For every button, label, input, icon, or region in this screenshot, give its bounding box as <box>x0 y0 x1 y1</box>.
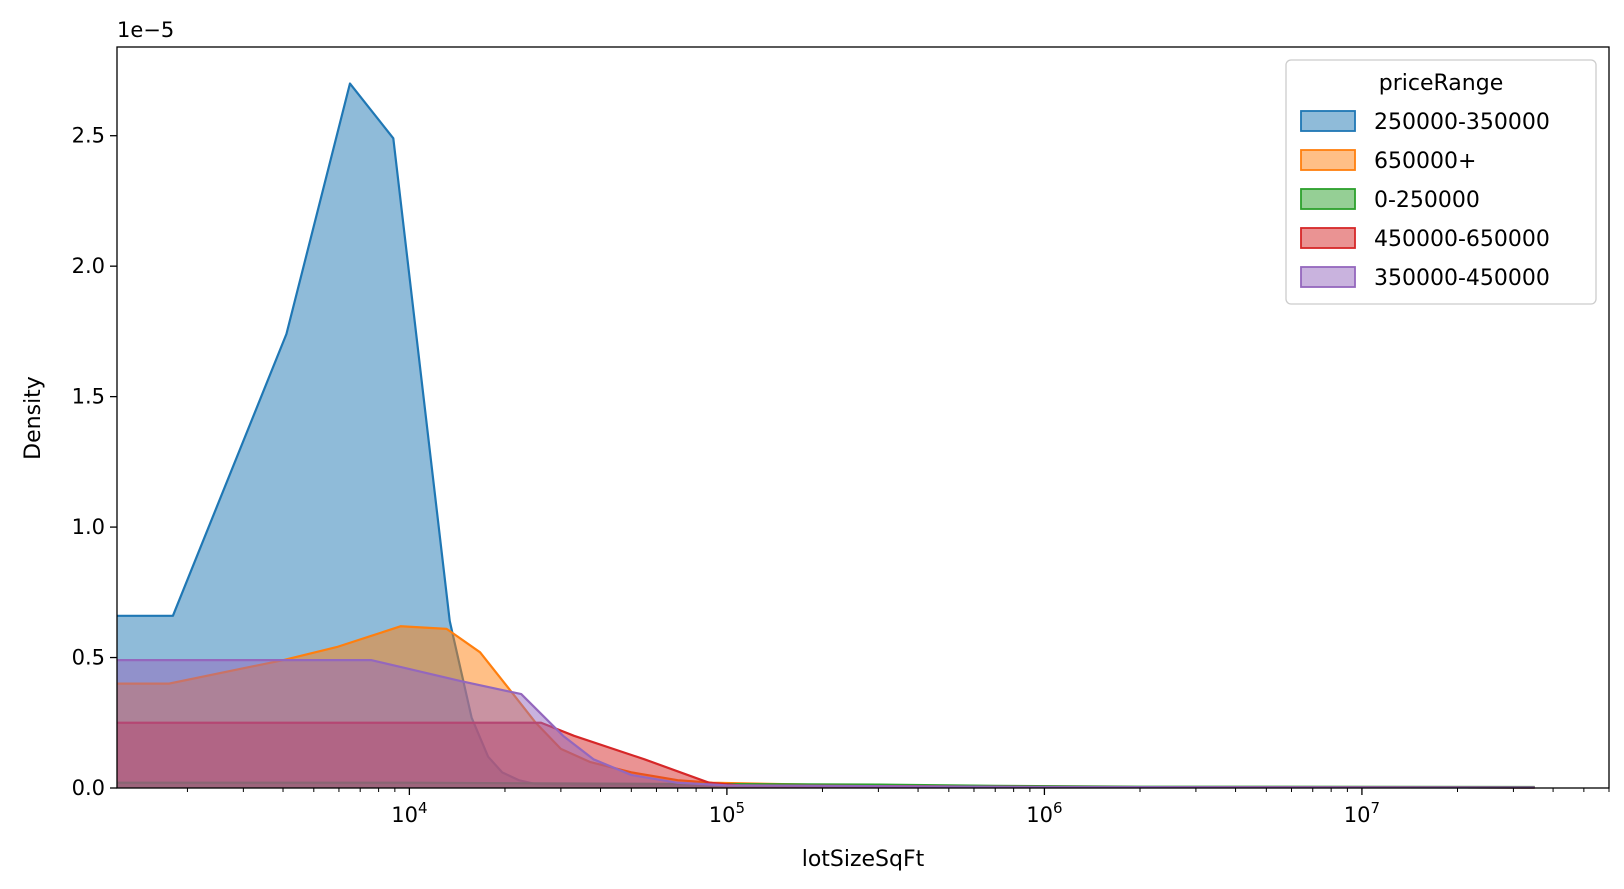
y-tick-label: 1.0 <box>72 515 105 539</box>
x-tick-label: 107 <box>1344 799 1380 827</box>
legend-item-650000+: 650000+ <box>1300 149 1476 174</box>
legend-label: 250000-350000 <box>1374 110 1550 135</box>
legend-frame <box>1285 59 1597 305</box>
x-tick-label: 104 <box>391 799 427 827</box>
x-tick-label: 105 <box>709 799 745 827</box>
legend-label: 650000+ <box>1374 149 1476 174</box>
legend-swatch <box>1300 188 1356 210</box>
legend-title: priceRange <box>1379 71 1503 96</box>
series-350000-450000 <box>117 659 1535 789</box>
legend-swatch <box>1300 110 1356 132</box>
plot-frame <box>116 46 1610 789</box>
legend-label: 450000-650000 <box>1374 227 1550 252</box>
series-areas <box>117 82 1535 789</box>
y-tick-label: 0.5 <box>72 646 105 670</box>
legend-swatch <box>1300 266 1356 288</box>
series-line-350000-450000 <box>117 659 1535 789</box>
legend-item-450000-650000: 450000-650000 <box>1300 227 1550 252</box>
legend: priceRange 250000-350000 650000+ 0-250000 4… <box>1285 59 1597 305</box>
y-tick-label: 0.0 <box>72 776 105 800</box>
y-axis: 0.0 0.5 1.0 1.5 2.0 2.5 <box>72 124 117 800</box>
y-tick-label: 1.5 <box>72 385 105 409</box>
legend-swatch <box>1300 227 1356 249</box>
y-offset-label: 1e−5 <box>117 18 174 42</box>
x-axis-label: lotSizeSqFt <box>802 847 925 872</box>
legend-item-0-250000: 0-250000 <box>1300 188 1480 213</box>
legend-label: 350000-450000 <box>1374 266 1550 291</box>
legend-swatch <box>1300 149 1356 171</box>
x-axis: 104 105 106 107 <box>186 788 1610 827</box>
series-area-350000-450000 <box>117 660 1535 788</box>
legend-item-250000-350000: 250000-350000 <box>1300 110 1550 135</box>
y-axis-label: Density <box>21 376 46 460</box>
y-tick-label: 2.0 <box>72 254 105 278</box>
x-tick-label: 106 <box>1026 799 1062 827</box>
y-tick-label: 2.5 <box>72 124 105 148</box>
legend-item-350000-450000: 350000-450000 <box>1300 266 1550 291</box>
legend-label: 0-250000 <box>1374 188 1480 213</box>
